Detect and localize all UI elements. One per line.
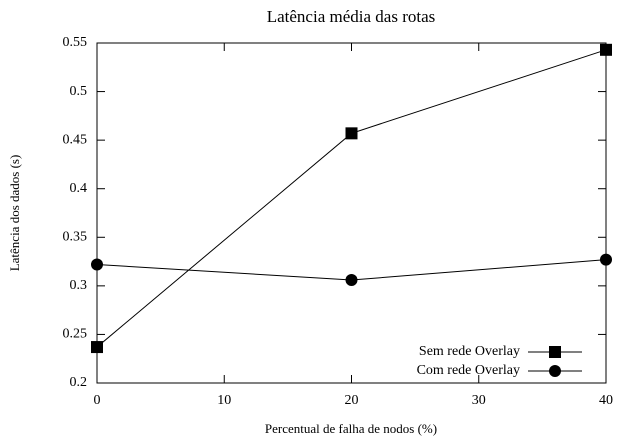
y-tick-label: 0.25 [63,327,88,342]
y-tick-label: 0.3 [70,278,88,293]
legend-label: Sem rede Overlay [419,344,520,359]
y-tick-label: 0.4 [70,181,88,196]
marker [91,258,103,271]
y-axis-label: Latência dos dados (s) [7,155,22,272]
series-line [96,49,607,348]
marker [91,341,103,354]
x-tick-label: 40 [599,393,613,408]
plot-frame [96,42,607,384]
marker [600,253,612,266]
chart-title: Latência média das rotas [267,7,436,26]
y-tick-label: 0.45 [63,132,88,147]
x-tick-label: 0 [94,393,101,408]
x-tick-label: 20 [345,393,359,408]
legend-label: Com rede Overlay [417,363,520,378]
marker [345,127,358,140]
legend-marker [549,346,561,358]
marker [600,43,612,56]
y-tick-label: 0.2 [70,375,88,390]
legend-marker [549,365,561,377]
x-tick-label: 30 [472,393,486,408]
y-tick-label: 0.35 [63,230,88,245]
y-tick-label: 0.55 [63,35,88,50]
y-tick-label: 0.5 [70,84,88,99]
marker [345,274,358,287]
x-tick-label: 10 [217,393,231,408]
x-axis-label: Percentual de falha de nodos (%) [265,421,437,436]
